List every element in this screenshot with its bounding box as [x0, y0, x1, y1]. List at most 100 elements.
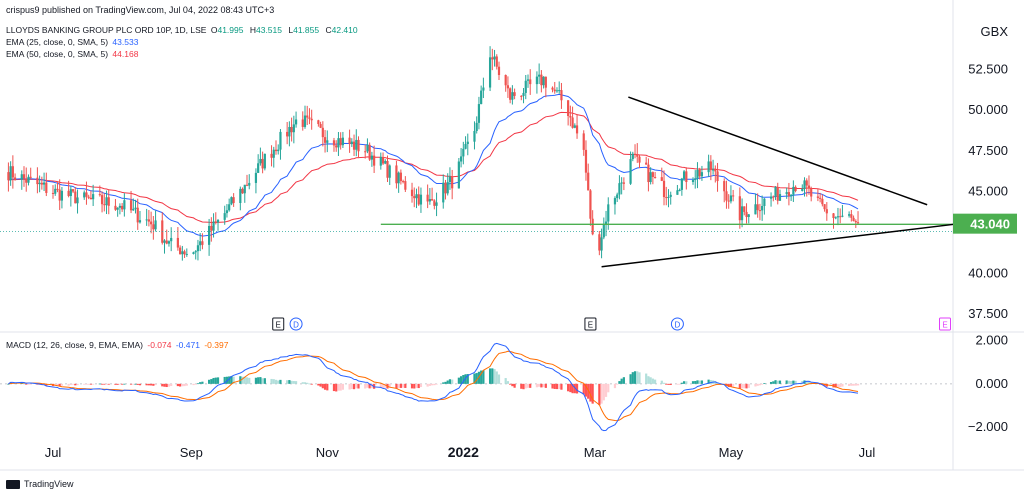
macd-histogram-bar — [504, 378, 507, 384]
macd-histogram-bar — [553, 383, 556, 389]
macd-histogram-bar — [92, 383, 95, 385]
price-tick-label: 40.000 — [968, 265, 1008, 280]
time-tick-label: 2022 — [448, 444, 479, 460]
candle-body — [301, 119, 304, 127]
candle-body — [841, 215, 844, 217]
macd-histogram-bar — [758, 383, 762, 386]
candle-body — [794, 186, 797, 191]
macd-histogram-bar — [154, 383, 157, 386]
macd-histogram-bar — [676, 383, 679, 385]
candle-body — [506, 85, 510, 89]
macd-histogram-bar — [665, 383, 668, 385]
macd-histogram-bar — [223, 376, 226, 384]
macd-histogram-bar — [774, 380, 777, 384]
macd-histogram-bar — [709, 380, 712, 384]
candle-body — [482, 87, 485, 91]
candle-body — [511, 92, 514, 100]
macd-histogram-bar — [176, 383, 179, 387]
candle-body — [560, 90, 563, 101]
macd-histogram-bar — [638, 372, 641, 384]
candle-body — [386, 160, 389, 178]
candle-body — [526, 79, 530, 81]
macd-histogram-bar — [395, 383, 398, 389]
candle-body — [761, 205, 764, 211]
price-tick-label: 37.500 — [968, 306, 1008, 321]
candle-body — [821, 198, 824, 205]
candle-body — [179, 247, 182, 255]
candle-body — [212, 221, 215, 231]
candle-body — [509, 88, 512, 100]
macd-histogram-bar — [402, 383, 405, 388]
macd-histogram-bar — [228, 376, 231, 384]
candle-body — [803, 180, 806, 189]
macd-histogram-bar — [448, 379, 452, 384]
macd-histogram-bar — [620, 378, 623, 384]
candle-body — [480, 90, 483, 105]
macd-histogram-bar — [573, 383, 576, 394]
macd-tick-label: 2.000 — [975, 333, 1008, 348]
macd-histogram-bar — [216, 377, 220, 384]
candle-body — [107, 197, 110, 206]
macd-histogram-bar — [613, 383, 617, 389]
macd-histogram-bar — [294, 381, 298, 384]
macd-histogram-bar — [167, 383, 171, 387]
candle-body — [40, 182, 43, 185]
macd-histogram-bar — [551, 383, 554, 389]
candle-body — [636, 154, 639, 157]
candle-body — [852, 217, 855, 222]
macd-histogram-bar — [118, 383, 121, 385]
macd-histogram-bar — [647, 376, 650, 384]
macd-histogram-bar — [560, 383, 563, 390]
macd-histogram-bar — [740, 383, 744, 389]
candle-body — [602, 224, 605, 238]
macd-histogram-bar — [136, 383, 139, 385]
candle-body — [129, 200, 133, 211]
macd-histogram-bar — [778, 380, 782, 384]
currency-label: GBX — [981, 24, 1009, 39]
macd-histogram-bar — [379, 383, 382, 389]
macd-histogram-bar — [29, 383, 32, 385]
candle-body — [277, 149, 280, 152]
macd-histogram-bar — [738, 383, 741, 389]
candle-body — [364, 151, 367, 153]
candle-body — [199, 241, 202, 246]
event-marker-label: D — [293, 321, 299, 330]
candle-body — [754, 204, 757, 215]
candle-body — [194, 251, 197, 253]
candle-body — [832, 213, 835, 218]
macd-histogram-bar — [194, 383, 197, 385]
macd-histogram-bar — [538, 383, 541, 387]
candle-body — [428, 199, 431, 202]
candle-body — [239, 188, 242, 203]
macd-histogram-bar — [290, 380, 293, 384]
candle-body — [810, 188, 813, 197]
candle-body — [395, 165, 398, 184]
macd-histogram-bar — [745, 383, 748, 389]
macd-histogram-bar — [248, 377, 251, 384]
macd-histogram-bar — [856, 383, 860, 386]
candle-body — [29, 176, 32, 178]
candle-body — [419, 194, 423, 205]
candle-body — [667, 196, 670, 198]
macd-histogram-bar — [805, 380, 808, 384]
macd-histogram-bar — [259, 377, 262, 384]
candle-body — [587, 172, 590, 191]
candle-body — [404, 181, 407, 190]
candle-body — [98, 194, 101, 196]
macd-histogram-bar — [181, 383, 184, 387]
candle-body — [25, 178, 28, 183]
candle-body — [569, 116, 572, 118]
macd-histogram-bar — [404, 383, 407, 388]
candle-body — [121, 205, 124, 210]
candle-body — [442, 182, 445, 203]
candle-body — [123, 200, 126, 210]
candle-body — [772, 196, 775, 198]
ema25-header: EMA (25, close, 0, SMA, 5) 43.533 — [6, 37, 140, 48]
candle-body — [678, 189, 681, 191]
macd-histogram-bar — [245, 377, 249, 384]
macd-histogram-bar — [747, 383, 750, 388]
candle-body — [787, 192, 790, 196]
candle-body — [654, 176, 657, 178]
candle-body — [665, 197, 668, 199]
macd-histogram-bar — [145, 383, 148, 386]
